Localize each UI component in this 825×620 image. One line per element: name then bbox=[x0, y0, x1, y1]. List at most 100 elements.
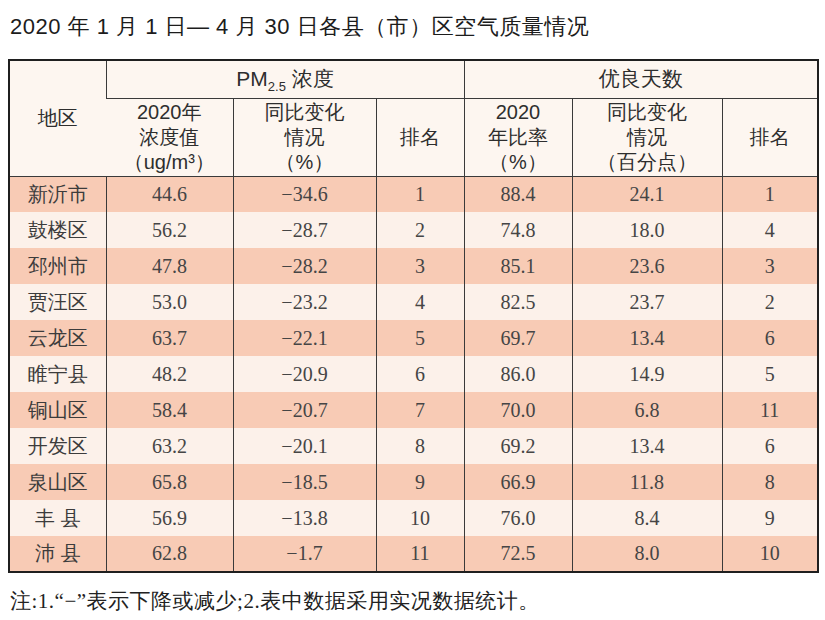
table-row: 沛 县 62.8 −1.7 11 72.5 8.0 10 bbox=[9, 536, 818, 572]
table-body: 新沂市 44.6 −34.6 1 88.4 24.1 1 鼓楼区 56.2 −2… bbox=[9, 176, 818, 572]
cell-pm25-change: −34.6 bbox=[233, 176, 376, 212]
cell-good-rate: 69.2 bbox=[464, 428, 572, 464]
table-row: 睢宁县 48.2 −20.9 6 86.0 14.9 5 bbox=[9, 356, 818, 392]
cell-good-rank: 4 bbox=[722, 212, 818, 248]
cell-good-change: 11.8 bbox=[572, 464, 722, 500]
table-row: 新沂市 44.6 −34.6 1 88.4 24.1 1 bbox=[9, 176, 818, 212]
article-page: 2020 年 1 月 1 日— 4 月 30 日各县（市）区空气质量情况 地区 … bbox=[0, 0, 825, 615]
cell-good-rate: 69.7 bbox=[464, 320, 572, 356]
cell-pm25-rank: 11 bbox=[376, 536, 464, 572]
cell-good-change: 13.4 bbox=[572, 428, 722, 464]
cell-pm25-change: −13.8 bbox=[233, 500, 376, 536]
cell-good-rank: 9 bbox=[722, 500, 818, 536]
table-row: 邳州市 47.8 −28.2 3 85.1 23.6 3 bbox=[9, 248, 818, 284]
cell-pm25-value: 63.7 bbox=[106, 320, 233, 356]
cell-good-change: 8.0 bbox=[572, 536, 722, 572]
cell-pm25-value: 53.0 bbox=[106, 284, 233, 320]
cell-good-rank: 2 bbox=[722, 284, 818, 320]
header-sub-row: 2020年 浓度值 （ug/m³） 同比变化 情况 （%） 排名 2020 年比… bbox=[9, 98, 818, 176]
cell-pm25-rank: 10 bbox=[376, 500, 464, 536]
cell-good-rank: 6 bbox=[722, 428, 818, 464]
table-row: 云龙区 63.7 −22.1 5 69.7 13.4 6 bbox=[9, 320, 818, 356]
cell-pm25-rank: 5 bbox=[376, 320, 464, 356]
cell-pm25-change: −20.1 bbox=[233, 428, 376, 464]
cell-pm25-value: 58.4 bbox=[106, 392, 233, 428]
footnote: 注:1.“−”表示下降或减少;2.表中数据采用实况数据统计。 bbox=[10, 587, 817, 615]
cell-pm25-value: 47.8 bbox=[106, 248, 233, 284]
header-good-days-group: 优良天数 bbox=[464, 60, 818, 98]
table-row: 泉山区 65.8 −18.5 9 66.9 11.8 8 bbox=[9, 464, 818, 500]
cell-good-change: 18.0 bbox=[572, 212, 722, 248]
cell-pm25-rank: 9 bbox=[376, 464, 464, 500]
cell-good-rate: 72.5 bbox=[464, 536, 572, 572]
cell-good-rate: 70.0 bbox=[464, 392, 572, 428]
header-good-rate: 2020 年比率 （%） bbox=[464, 98, 572, 176]
cell-region: 睢宁县 bbox=[9, 356, 106, 392]
table-row: 鼓楼区 56.2 −28.7 2 74.8 18.0 4 bbox=[9, 212, 818, 248]
cell-pm25-value: 56.9 bbox=[106, 500, 233, 536]
header-pm25-group: PM2.5 浓度 bbox=[106, 60, 464, 98]
cell-region: 云龙区 bbox=[9, 320, 106, 356]
cell-pm25-change: −1.7 bbox=[233, 536, 376, 572]
cell-good-rate: 66.9 bbox=[464, 464, 572, 500]
cell-region: 泉山区 bbox=[9, 464, 106, 500]
cell-good-change: 14.9 bbox=[572, 356, 722, 392]
cell-good-rate: 86.0 bbox=[464, 356, 572, 392]
cell-region: 沛 县 bbox=[9, 536, 106, 572]
header-pm25-change: 同比变化 情况 （%） bbox=[233, 98, 376, 176]
cell-pm25-value: 63.2 bbox=[106, 428, 233, 464]
header-good-rank: 排名 bbox=[722, 98, 818, 176]
table-row: 开发区 63.2 −20.1 8 69.2 13.4 6 bbox=[9, 428, 818, 464]
cell-pm25-value: 56.2 bbox=[106, 212, 233, 248]
cell-pm25-value: 65.8 bbox=[106, 464, 233, 500]
air-quality-table: 地区 PM2.5 浓度 优良天数 2020年 浓度值 （ug/m³） 同比变化 … bbox=[8, 59, 819, 573]
cell-good-rank: 5 bbox=[722, 356, 818, 392]
cell-good-rate: 85.1 bbox=[464, 248, 572, 284]
cell-region: 铜山区 bbox=[9, 392, 106, 428]
pm25-label-suffix: 浓度 bbox=[286, 67, 334, 90]
cell-pm25-value: 48.2 bbox=[106, 356, 233, 392]
table-header: 地区 PM2.5 浓度 优良天数 2020年 浓度值 （ug/m³） 同比变化 … bbox=[9, 60, 818, 176]
cell-region: 开发区 bbox=[9, 428, 106, 464]
cell-pm25-rank: 4 bbox=[376, 284, 464, 320]
cell-pm25-value: 44.6 bbox=[106, 176, 233, 212]
table-row: 贾汪区 53.0 −23.2 4 82.5 23.7 2 bbox=[9, 284, 818, 320]
cell-good-change: 13.4 bbox=[572, 320, 722, 356]
cell-pm25-change: −20.9 bbox=[233, 356, 376, 392]
cell-region: 贾汪区 bbox=[9, 284, 106, 320]
cell-pm25-change: −22.1 bbox=[233, 320, 376, 356]
table-row: 铜山区 58.4 −20.7 7 70.0 6.8 11 bbox=[9, 392, 818, 428]
cell-pm25-change: −18.5 bbox=[233, 464, 376, 500]
cell-good-rank: 8 bbox=[722, 464, 818, 500]
cell-good-rank: 1 bbox=[722, 176, 818, 212]
cell-pm25-value: 62.8 bbox=[106, 536, 233, 572]
header-good-change: 同比变化 情况 （百分点） bbox=[572, 98, 722, 176]
header-pm25-value: 2020年 浓度值 （ug/m³） bbox=[106, 98, 233, 176]
cell-pm25-rank: 6 bbox=[376, 356, 464, 392]
cell-good-rank: 6 bbox=[722, 320, 818, 356]
cell-pm25-rank: 7 bbox=[376, 392, 464, 428]
cell-good-change: 23.7 bbox=[572, 284, 722, 320]
cell-pm25-rank: 1 bbox=[376, 176, 464, 212]
cell-good-rank: 10 bbox=[722, 536, 818, 572]
cell-good-rank: 11 bbox=[722, 392, 818, 428]
cell-good-rank: 3 bbox=[722, 248, 818, 284]
cell-good-change: 23.6 bbox=[572, 248, 722, 284]
cell-good-rate: 82.5 bbox=[464, 284, 572, 320]
cell-pm25-rank: 3 bbox=[376, 248, 464, 284]
cell-pm25-rank: 8 bbox=[376, 428, 464, 464]
cell-pm25-change: −28.2 bbox=[233, 248, 376, 284]
cell-region: 邳州市 bbox=[9, 248, 106, 284]
cell-pm25-change: −20.7 bbox=[233, 392, 376, 428]
page-title: 2020 年 1 月 1 日— 4 月 30 日各县（市）区空气质量情况 bbox=[8, 8, 817, 42]
header-pm25-rank: 排名 bbox=[376, 98, 464, 176]
pm25-label-prefix: PM bbox=[236, 67, 268, 90]
cell-good-change: 8.4 bbox=[572, 500, 722, 536]
cell-pm25-change: −23.2 bbox=[233, 284, 376, 320]
cell-good-rate: 74.8 bbox=[464, 212, 572, 248]
cell-good-rate: 88.4 bbox=[464, 176, 572, 212]
cell-good-change: 24.1 bbox=[572, 176, 722, 212]
cell-region: 丰 县 bbox=[9, 500, 106, 536]
header-group-row: 地区 PM2.5 浓度 优良天数 bbox=[9, 60, 818, 98]
cell-pm25-change: −28.7 bbox=[233, 212, 376, 248]
